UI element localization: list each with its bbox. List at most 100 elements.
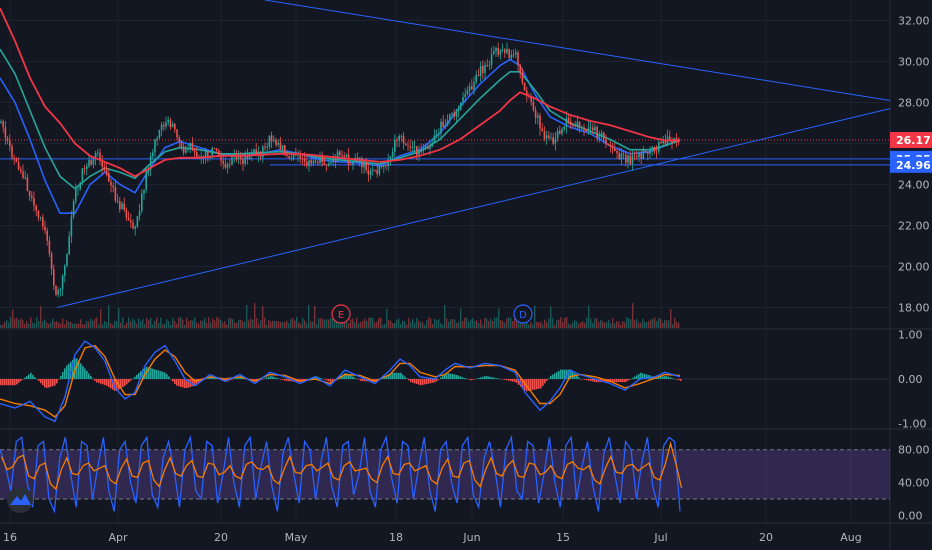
candle-body (512, 54, 515, 56)
macd-histogram-bar (76, 358, 78, 379)
macd-histogram-bar (122, 379, 124, 388)
candle-body (26, 177, 29, 191)
volume-bar (530, 322, 532, 328)
macd-histogram-bar (436, 379, 438, 382)
macd-histogram-bar (396, 372, 398, 379)
candle-body (336, 151, 339, 162)
candle-body (519, 65, 521, 73)
macd-histogram-bar (612, 379, 614, 383)
volume-bar (496, 317, 498, 328)
macd-histogram-bar (104, 379, 106, 385)
volume-bar (56, 321, 58, 328)
candle-body (488, 65, 491, 66)
macd-histogram-bar (274, 377, 276, 379)
volume-bar (172, 318, 174, 328)
candle-body (550, 137, 552, 138)
macd-histogram-bar (638, 374, 640, 379)
macd-histogram-bar (272, 376, 274, 379)
volume-bar (456, 323, 458, 328)
candle-body (482, 66, 484, 74)
volume-bar (274, 320, 276, 328)
time-tick-label: Jul (653, 531, 667, 544)
candle-body (636, 156, 638, 158)
volume-bar (320, 318, 322, 328)
volume-bar (318, 318, 320, 328)
candle-body (567, 117, 570, 122)
volume-bar (554, 324, 556, 328)
volume-bar (400, 323, 402, 328)
candle-body (433, 135, 436, 143)
macd-histogram-bar (330, 379, 332, 383)
macd-histogram-bar (536, 379, 538, 390)
macd-histogram-bar (680, 379, 682, 381)
volume-bar (144, 324, 146, 328)
candle-body (429, 146, 431, 149)
candle-body (200, 156, 202, 157)
candle-body (495, 48, 497, 52)
macd-histogram-bar (484, 376, 486, 379)
volume-bar (514, 317, 516, 328)
candle-body (24, 177, 26, 179)
macd-histogram-bar (594, 379, 596, 382)
candle-body (418, 149, 420, 156)
volume-bar (672, 324, 674, 328)
candle-body (44, 226, 46, 231)
candle-body (35, 205, 37, 211)
volume-bar (218, 318, 220, 328)
volume-bar (574, 320, 576, 328)
volume-bar (212, 318, 214, 328)
volume-bar (204, 318, 206, 328)
candle-body (114, 187, 117, 201)
macd-histogram-bar (548, 378, 550, 379)
candle-body (464, 94, 466, 98)
candle-body (594, 126, 596, 131)
candle-body (532, 101, 535, 111)
volume-bar (612, 318, 614, 328)
volume-bar (310, 321, 312, 328)
candle-body (662, 140, 664, 144)
macd-histogram-bar (392, 372, 394, 379)
candle-body (603, 132, 605, 140)
volume-bar (490, 318, 492, 328)
volume-bar (572, 322, 574, 328)
volume-bar (472, 318, 474, 328)
volume-bar (394, 323, 396, 328)
volume-bar (142, 318, 144, 328)
macd-histogram-bar (444, 373, 446, 379)
volume-bar (54, 321, 56, 328)
volume-bar (520, 321, 522, 328)
candle-body (83, 168, 86, 169)
volume-bar (666, 320, 668, 328)
macd-histogram-bar (88, 373, 90, 379)
candle-body (350, 164, 352, 166)
volume-bar (156, 317, 158, 328)
candle-body (127, 217, 130, 221)
volume-bar (598, 322, 600, 328)
candle-body (325, 164, 328, 166)
candle-body (299, 155, 301, 159)
volume-bar (40, 306, 42, 328)
volume-bar (184, 324, 186, 328)
candle-body (493, 51, 495, 55)
volume-bar (512, 321, 514, 328)
candle-body (653, 146, 656, 152)
volume-bar (228, 318, 230, 328)
tradingview-logo[interactable] (7, 487, 33, 513)
candle-body (123, 203, 125, 210)
macd-histogram-bar (38, 379, 40, 382)
macd-histogram-bar (354, 377, 356, 379)
macd-histogram-bar (186, 379, 188, 389)
candle-body (671, 140, 673, 143)
candle-body (339, 151, 341, 155)
volume-bar (46, 322, 48, 328)
macd-histogram-bar (68, 363, 70, 379)
macd-histogram-bar (568, 369, 570, 379)
candle-body (484, 65, 486, 74)
volume-bar (346, 320, 348, 328)
volume-bar (64, 324, 66, 328)
candle-body (605, 139, 607, 145)
macd-histogram-bar (406, 378, 408, 379)
macd-histogram-bar (214, 377, 216, 379)
volume-bar (582, 321, 584, 328)
macd-histogram-bar (442, 375, 444, 379)
